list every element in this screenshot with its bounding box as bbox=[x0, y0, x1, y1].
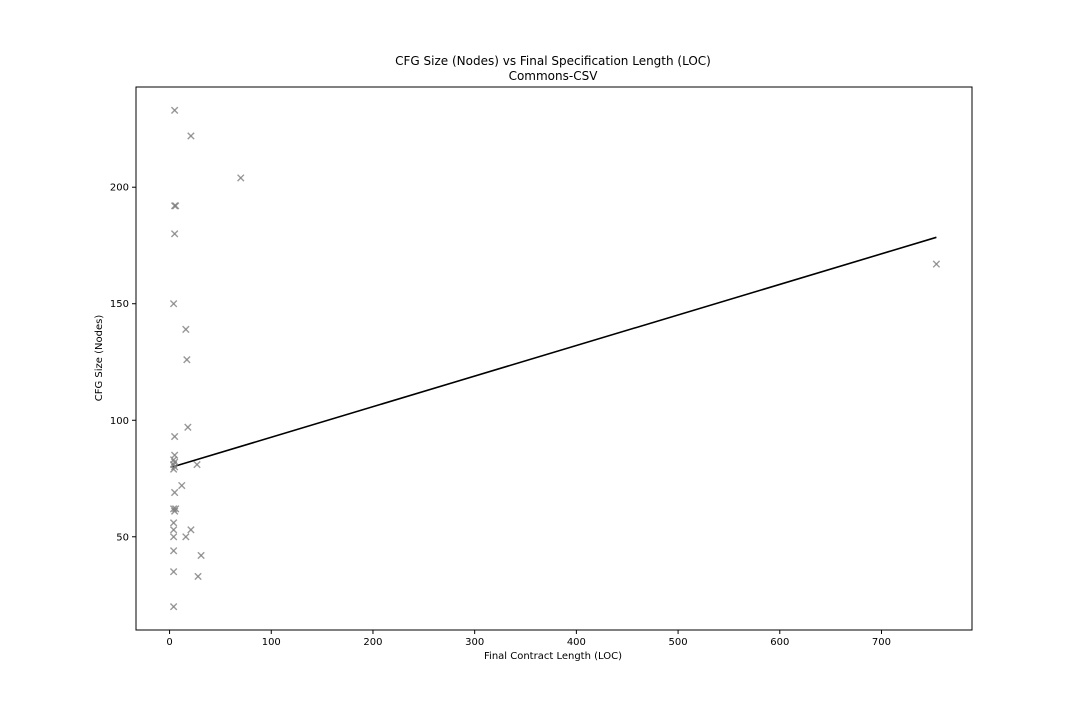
data-point bbox=[169, 519, 178, 527]
data-point bbox=[169, 603, 178, 611]
data-point bbox=[170, 432, 179, 441]
chart-title: CFG Size (Nodes) vs Final Specification … bbox=[395, 54, 711, 68]
data-point bbox=[187, 526, 195, 534]
data-point bbox=[170, 202, 179, 210]
data-point bbox=[171, 505, 180, 513]
data-point bbox=[197, 551, 205, 560]
y-axis: 50 100 150 200 bbox=[110, 183, 136, 543]
data-point bbox=[169, 526, 178, 534]
data-points bbox=[169, 106, 941, 611]
data-point bbox=[169, 300, 178, 308]
data-point bbox=[178, 481, 186, 490]
data-point bbox=[182, 533, 190, 541]
x-tick-label: 0 bbox=[166, 637, 172, 648]
data-point bbox=[170, 230, 179, 238]
data-point bbox=[193, 460, 201, 469]
y-axis-label: CFG Size (Nodes) bbox=[94, 315, 105, 402]
y-tick-label: 100 bbox=[110, 416, 129, 427]
trend-line bbox=[172, 236, 937, 468]
data-point bbox=[183, 355, 191, 364]
data-point bbox=[169, 547, 178, 555]
data-point bbox=[170, 488, 179, 497]
x-tick-label: 100 bbox=[262, 637, 281, 648]
data-point bbox=[187, 132, 195, 140]
y-tick-label: 150 bbox=[110, 299, 129, 310]
data-point bbox=[169, 568, 178, 576]
data-point bbox=[194, 572, 202, 581]
y-tick-label: 200 bbox=[110, 183, 129, 194]
x-tick-label: 400 bbox=[567, 637, 586, 648]
plot-area bbox=[169, 106, 941, 611]
x-tick-label: 300 bbox=[465, 637, 484, 648]
x-axis: 0 100 200 300 400 500 600 700 bbox=[166, 630, 891, 648]
data-point bbox=[169, 533, 178, 541]
x-tick-label: 600 bbox=[770, 637, 789, 648]
data-point bbox=[170, 106, 179, 114]
x-axis-label: Final Contract Length (LOC) bbox=[484, 651, 622, 662]
y-tick-label: 50 bbox=[116, 532, 129, 543]
data-point bbox=[169, 465, 178, 473]
x-tick-label: 200 bbox=[363, 637, 382, 648]
data-point bbox=[171, 202, 180, 210]
data-point bbox=[182, 325, 190, 334]
data-point bbox=[237, 174, 245, 182]
chart-subtitle: Commons-CSV bbox=[509, 69, 599, 83]
x-tick-label: 500 bbox=[669, 637, 688, 648]
data-point bbox=[932, 260, 941, 268]
data-point bbox=[184, 423, 192, 431]
x-tick-label: 700 bbox=[872, 637, 891, 648]
plot-frame bbox=[135, 86, 973, 631]
